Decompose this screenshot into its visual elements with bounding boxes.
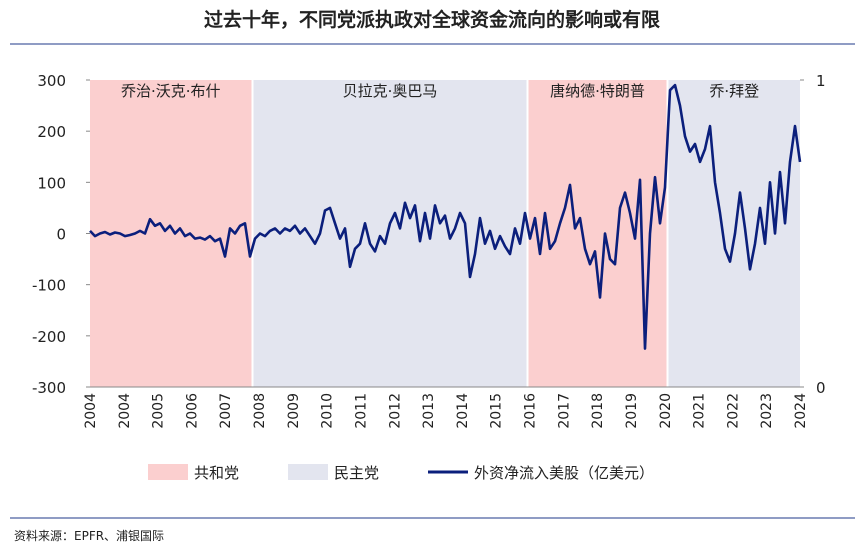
source: 资料来源：EPFR、浦银国际: [14, 529, 164, 543]
y-tick-label: 0: [56, 226, 66, 244]
legend-swatch: [288, 464, 328, 480]
y-tick-label: -100: [32, 277, 66, 295]
x-tick-label: 2006: [184, 393, 200, 429]
x-tick-label: 2005: [151, 393, 167, 429]
x-tick-label: 2018: [590, 393, 606, 429]
region-label: 乔治·沃克·布什: [121, 82, 221, 100]
y2-tick-label: 1: [816, 72, 826, 90]
x-tick-label: 2021: [692, 393, 708, 429]
x-tick-label: 2012: [387, 393, 403, 429]
x-tick-label: 2004: [117, 393, 133, 429]
x-tick-label: 2010: [320, 393, 336, 429]
legend-label: 共和党: [194, 464, 239, 482]
region-label: 乔·拜登: [709, 82, 759, 100]
party-region: [253, 80, 527, 387]
region-label: 唐纳德·特朗普: [550, 82, 645, 100]
x-tick-label: 2007: [218, 393, 234, 429]
x-tick-label: 2015: [489, 393, 505, 429]
y-tick-label: -300: [32, 379, 66, 397]
y2-tick-label: 0: [816, 379, 826, 397]
x-tick-label: 2014: [455, 393, 471, 429]
x-tick-label: 2004: [83, 393, 99, 429]
y-tick-label: 100: [37, 174, 66, 192]
y-tick-label: 300: [37, 72, 66, 90]
region-label: 贝拉克·奥巴马: [343, 82, 438, 100]
x-tick-label: 2008: [252, 393, 268, 429]
legend-label: 民主党: [334, 464, 379, 482]
chart-title: 过去十年，不同党派执政对全球资金流向的影响或有限: [204, 8, 660, 31]
x-tick-label: 2023: [759, 393, 775, 429]
flow-line: [89, 83, 802, 350]
x-tick-label: 2009: [286, 393, 302, 429]
x-tick-label: 2020: [658, 393, 674, 429]
x-tick-label: 2022: [725, 393, 741, 429]
y-tick-label: -200: [32, 328, 66, 346]
x-tick-label: 2016: [523, 393, 539, 429]
x-tick-label: 2024: [793, 393, 809, 429]
x-tick-label: 2017: [556, 393, 572, 429]
legend-label: 外资净流入美股（亿美元）: [474, 464, 654, 482]
x-tick-label: 2011: [353, 393, 369, 429]
x-tick-label: 2013: [421, 393, 437, 429]
legend-swatch: [148, 464, 188, 480]
x-tick-label: 2019: [624, 393, 640, 429]
y-tick-label: 200: [37, 123, 66, 141]
